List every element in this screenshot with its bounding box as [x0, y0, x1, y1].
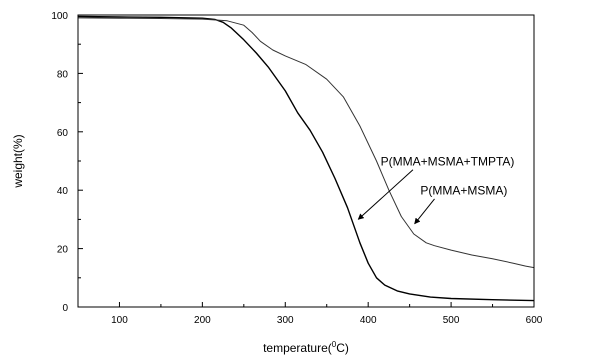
annotation-label-2: P(MMA+MSMA) — [420, 184, 507, 198]
y-tick-label: 0 — [62, 303, 68, 314]
x-tick-label: 400 — [360, 315, 377, 326]
annotation-arrow-2 — [414, 198, 435, 225]
series-layer — [77, 15, 535, 302]
ticks-layer: 100 200 300 400 500 600 0 20 40 60 80 100 — [51, 11, 542, 326]
annotation-arrow-1 — [357, 169, 414, 220]
y-tick-label: 60 — [57, 128, 69, 139]
annotation-layer: P(MMA+MSMA+TMPTA) P(MMA+MSMA) — [357, 154, 515, 225]
y-axis-title: weight(%) — [11, 134, 25, 188]
series-line-2 — [77, 17, 535, 269]
x-tick-label: 100 — [111, 315, 128, 326]
x-tick-label: 600 — [526, 315, 543, 326]
x-axis-title-superscript: 0 — [332, 340, 337, 349]
y-tick-label: 80 — [57, 69, 69, 80]
x-axis-title: temperature(0C) — [263, 340, 349, 355]
x-axis-title-part1: temperature( — [263, 341, 332, 355]
x-axis-title-part2: C) — [336, 341, 349, 355]
y-tick-label: 20 — [57, 245, 69, 256]
x-tick-label: 500 — [443, 315, 460, 326]
x-tick-label: 200 — [194, 315, 211, 326]
x-tick-label: 300 — [277, 315, 294, 326]
y-tick-label: 100 — [51, 11, 68, 22]
annotation-label-1: P(MMA+MSMA+TMPTA) — [381, 154, 515, 168]
y-tick-label: 40 — [57, 186, 69, 197]
